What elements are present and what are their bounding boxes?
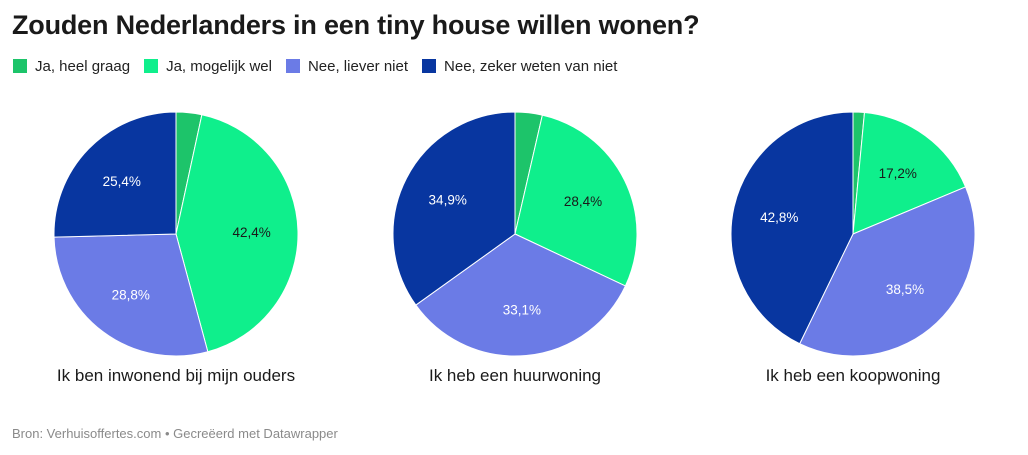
pie-slice [53,233,209,357]
pie-slice [415,233,627,357]
pie-chart: 42,4% 28,8% 25,4% Ik ben inwonend bij mijn … [53,111,299,385]
pie-slice [514,114,638,287]
legend-item-nee-zeker-weten-van-niet: Nee, zeker weten van niet [422,58,617,75]
slice-value-label: 28,4% [564,194,602,209]
pie-caption: Ik heb een koopwoning [766,366,941,385]
pie-caption: Ik ben inwonend bij mijn ouders [57,366,295,385]
pie-chart: 28,4% 33,1% 34,9% Ik heb een huurwoning [392,111,638,385]
legend-swatch [144,59,159,73]
pie-slice [53,111,177,238]
legend-item-ja-heel-graag: Ja, heel graag [13,58,130,75]
slice-value-label: 42,4% [232,225,270,240]
legend-item-nee-liever-niet: Nee, liever niet [285,57,409,75]
slice-value-label: 34,9% [429,192,467,207]
pie-slice [799,186,976,357]
legend: Ja, heel graag Ja, mogelijk wel Nee, lie… [13,56,631,76]
slice-value-label: 33,1% [503,302,541,317]
legend-label: Nee, zeker weten van niet [444,57,618,75]
slice-value-label: 25,4% [103,174,141,189]
legend-item-ja-mogelijk-wel: Ja, mogelijk wel [144,58,272,75]
legend-swatch [13,59,27,73]
legend-label: Nee, liever niet [307,57,409,75]
pie-slice [730,111,854,345]
legend-swatch [422,59,437,73]
legend-label: Ja, heel graag [35,57,131,75]
slice-value-label: 42,8% [760,210,798,225]
legend-swatch [285,59,300,73]
slice-value-label: 17,2% [879,166,917,181]
pie-slice [852,111,967,235]
slice-value-label: 28,8% [112,288,150,303]
slice-value-label: 38,5% [886,282,924,297]
pie-chart: 17,2% 38,5% 42,8% Ik heb een koopwoning [730,111,976,385]
chart-title: Zouden Nederlanders in een tiny house wi… [12,10,700,40]
legend-label: Ja, mogelijk wel [166,57,272,75]
pie-slice [392,111,516,306]
pie-caption: Ik heb een huurwoning [429,366,601,385]
pie-slice [175,114,299,353]
source-note: Bron: Verhuisoffertes.com • Gecreëerd me… [12,426,338,441]
